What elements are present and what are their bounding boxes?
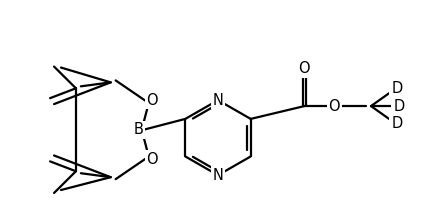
Text: D: D bbox=[391, 81, 402, 96]
Text: D: D bbox=[393, 99, 404, 114]
Text: N: N bbox=[213, 168, 224, 183]
Text: N: N bbox=[213, 93, 224, 108]
Text: B: B bbox=[134, 122, 144, 137]
Text: O: O bbox=[147, 93, 158, 108]
Text: O: O bbox=[329, 99, 340, 114]
Text: D: D bbox=[391, 116, 402, 131]
Text: O: O bbox=[147, 152, 158, 167]
Text: O: O bbox=[299, 61, 310, 76]
